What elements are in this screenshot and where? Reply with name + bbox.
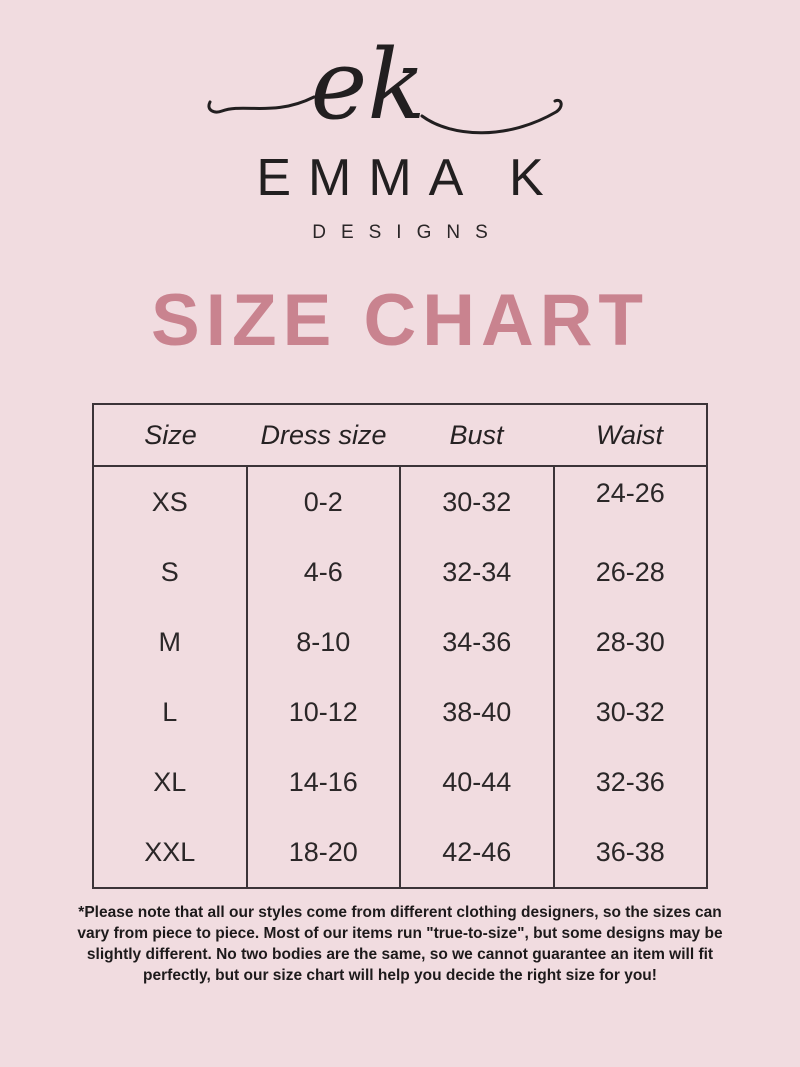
cell-bust: 40-44 [442,766,512,797]
cell-dress-size: 4-6 [303,556,343,587]
column-waist: 24-26 26-28 28-30 30-32 32-36 36-38 [552,467,707,887]
cell-waist: 24-26 [595,477,665,508]
cell-bust: 32-34 [442,556,512,587]
cell-dress-size: 8-10 [296,626,351,657]
brand-tagline: DESIGNS [312,222,503,243]
column-size: XS S M L XL XXL [94,467,246,887]
disclaimer-line: perfectly, but our size chart will help … [143,967,657,985]
disclaimer-line: vary from piece to piece. Most of our it… [77,925,723,943]
size-table: Size Dress size Bust Waist XS S M L XL X… [92,403,708,889]
cell-bust: 34-36 [442,626,512,657]
size-disclaimer: *Please note that all our styles come fr… [50,902,750,986]
cell-waist: 26-28 [595,556,665,587]
page-title: SIZE CHART [151,280,649,361]
cell-size: M [158,626,182,657]
column-bust: 30-32 32-34 34-36 38-40 40-44 42-46 [399,467,553,887]
cell-waist: 36-38 [595,836,665,867]
cell-dress-size: 14-16 [288,766,358,797]
brand-monogram: ek [0,30,800,148]
table-header-row: Size Dress size Bust Waist [94,405,706,467]
column-dress-size: 0-2 4-6 8-10 10-12 14-16 18-20 [245,467,400,887]
cell-size: XXL [144,836,196,867]
cell-size: XS [151,486,188,517]
monogram-text: ek [311,30,426,141]
header-cell-size: Size [144,419,197,450]
brand-logo: ek EMMA K DESIGNS [0,0,800,244]
cell-waist: 32-36 [595,766,665,797]
monogram-flourish-icon: ek [207,30,563,141]
cell-size: L [162,696,178,727]
cell-dress-size: 0-2 [303,486,343,517]
brand-name: EMMA K [256,149,561,207]
cell-waist: 28-30 [595,626,665,657]
disclaimer-line: slightly different. No two bodies are th… [86,946,714,964]
table-body: XS S M L XL XXL 0-2 4-6 8-10 10-12 14-16… [94,467,706,887]
cell-bust: 30-32 [442,486,512,517]
header-cell-dress-size: Dress size [260,419,387,450]
cell-size: XL [153,766,187,797]
cell-bust: 38-40 [442,696,512,727]
cell-dress-size: 10-12 [288,696,358,727]
cell-bust: 42-46 [442,836,512,867]
disclaimer-line: *Please note that all our styles come fr… [78,904,722,921]
cell-size: S [160,556,179,587]
cell-dress-size: 18-20 [288,836,358,867]
header-cell-waist: Waist [595,419,663,450]
header-cell-bust: Bust [449,419,504,450]
cell-waist: 30-32 [595,696,665,727]
